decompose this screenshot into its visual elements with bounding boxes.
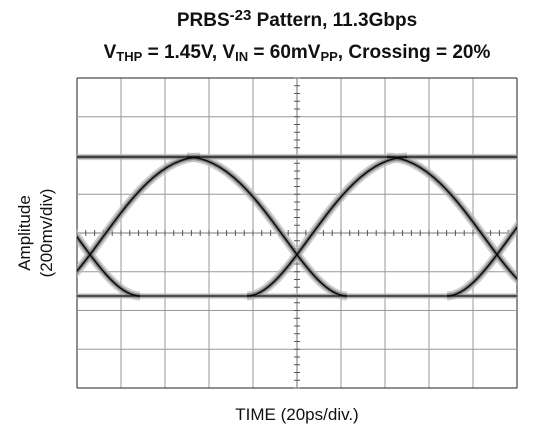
eye-edge: [447, 157, 555, 296]
eye-edge: [40, 157, 200, 296]
eye-edge: [447, 157, 555, 296]
title-text: = 60mV: [248, 42, 321, 63]
title-text: , Crossing = 20%: [338, 42, 491, 63]
eye-pattern: [0, 157, 555, 296]
eye-edge: [40, 157, 200, 296]
eye-edge: [40, 157, 200, 296]
title-sub: IN: [235, 49, 248, 64]
eye-edge: [387, 157, 547, 296]
title-text: = 1.45V, V: [142, 42, 235, 63]
x-axis-label: TIME (20ps/div.): [235, 405, 358, 424]
y-axis-label: Amplitude: [15, 195, 34, 271]
eye-edge: [387, 157, 547, 296]
chart: PRBS-23 Pattern, 11.3Gbps VTHP = 1.45V, V…: [0, 0, 555, 438]
chart-title: PRBS-23 Pattern, 11.3Gbps: [177, 7, 417, 31]
y-axis-label: (200mv/div): [37, 189, 56, 278]
eye-edge: [447, 157, 555, 296]
title-sub: PP: [320, 49, 338, 64]
eye-edge: [447, 157, 555, 296]
title-sub: THP: [116, 49, 142, 64]
eye-edge: [40, 157, 200, 296]
grid: [77, 78, 517, 388]
titles: PRBS-23 Pattern, 11.3Gbps VTHP = 1.45V, V…: [104, 7, 491, 64]
title-super: -23: [230, 7, 252, 24]
title-text: PRBS: [177, 10, 230, 31]
eye-edge: [387, 157, 547, 296]
eye-edge: [387, 157, 547, 296]
title-text: V: [104, 42, 117, 63]
chart-title: VTHP = 1.45V, VIN = 60mVPP, Crossing = 2…: [104, 42, 491, 64]
title-text: Pattern, 11.3Gbps: [251, 10, 417, 31]
